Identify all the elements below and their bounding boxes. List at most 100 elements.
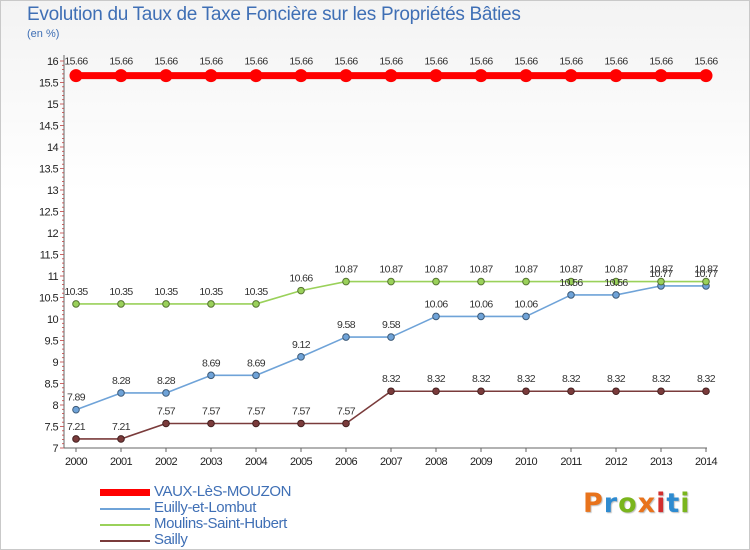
data-label: 10.87 — [604, 264, 628, 276]
data-point — [342, 419, 350, 428]
data-point — [297, 286, 305, 295]
data-label: 8.69 — [202, 357, 221, 369]
data-point — [654, 69, 668, 83]
y-tick-label: 15 — [47, 99, 59, 111]
y-tick-label: 8.5 — [45, 379, 59, 391]
x-tick-label: 2011 — [560, 456, 582, 468]
data-point — [702, 277, 710, 286]
legend-label: VAUX-LèS-MOUZON — [154, 483, 292, 500]
data-point — [252, 371, 260, 380]
legend-swatch — [100, 524, 150, 526]
data-label: 7.57 — [337, 405, 356, 417]
data-label: 10.35 — [109, 286, 133, 298]
data-label: 8.28 — [112, 375, 131, 387]
data-point — [387, 387, 395, 396]
data-point — [117, 300, 125, 308]
data-point — [207, 419, 215, 428]
data-point — [162, 419, 170, 428]
data-label: 15.66 — [604, 56, 628, 68]
data-point — [204, 69, 218, 83]
data-label: 10.35 — [244, 286, 268, 298]
data-label: 10.35 — [154, 286, 178, 298]
data-point — [117, 435, 125, 443]
y-tick-label: 10.5 — [39, 293, 58, 305]
data-point — [432, 312, 440, 321]
data-point — [387, 277, 395, 286]
y-tick-label: 16 — [47, 56, 59, 68]
data-point — [252, 300, 260, 308]
x-tick-label: 2007 — [380, 456, 403, 468]
y-tick-label: 12 — [47, 228, 59, 240]
x-tick-label: 2014 — [695, 456, 718, 468]
data-point — [114, 69, 128, 83]
data-label: 8.32 — [472, 373, 491, 385]
data-label: 7.21 — [112, 421, 131, 433]
data-point — [297, 353, 305, 361]
data-point — [207, 371, 215, 380]
data-label: 10.66 — [289, 273, 313, 285]
data-label: 10.35 — [199, 286, 223, 298]
y-tick-label: 12.5 — [39, 207, 58, 219]
data-point — [342, 333, 350, 341]
line-chart: 7 7.5 8 8.5 9 9.5 10 10.5 11 11.5 12 12.5 13 13.5 14 14… — [39, 55, 719, 468]
data-label: 15.66 — [514, 56, 538, 68]
data-point — [297, 419, 305, 428]
data-label: 8.32 — [562, 373, 581, 385]
legend-label: Moulins-Saint-Hubert — [154, 515, 287, 532]
y-tick-label: 15.5 — [39, 78, 58, 90]
data-point — [519, 69, 533, 83]
data-label: 8.28 — [157, 375, 176, 387]
data-point — [564, 69, 578, 83]
data-label: 10.56 — [559, 277, 583, 289]
x-tick-label: 2000 — [65, 456, 88, 468]
data-label: 15.66 — [244, 56, 268, 68]
y-unit-label: (en %) — [27, 28, 60, 40]
data-point — [474, 69, 488, 83]
data-label: 9.58 — [382, 319, 401, 331]
logo-letter: r — [603, 488, 619, 519]
data-point — [252, 419, 260, 428]
data-point — [612, 387, 620, 396]
data-point — [612, 277, 620, 286]
data-point — [657, 277, 665, 286]
logo-letter: i — [680, 488, 691, 519]
data-point — [294, 69, 308, 83]
x-tick-label: 2010 — [515, 456, 538, 468]
x-tick-label: 2001 — [110, 456, 133, 468]
series-vaux-l-s-mouzon — [69, 69, 713, 83]
data-label: 7.57 — [202, 405, 221, 417]
x-tick-label: 2012 — [605, 456, 628, 468]
data-point — [72, 300, 80, 308]
y-tick-label: 10 — [47, 314, 59, 326]
data-label: 15.66 — [469, 56, 493, 68]
data-label: 15.66 — [694, 56, 718, 68]
data-point — [567, 291, 575, 299]
data-label: 7.21 — [67, 421, 86, 433]
data-point — [339, 69, 353, 83]
logo-letter: x — [637, 488, 657, 519]
data-label: 8.32 — [697, 373, 716, 385]
data-label: 8.32 — [652, 373, 671, 385]
data-point — [117, 389, 125, 397]
y-tick-label: 7 — [52, 443, 58, 455]
data-point — [612, 291, 620, 299]
data-point — [609, 69, 623, 83]
data-point — [699, 69, 713, 83]
data-point — [207, 300, 215, 308]
data-label: 10.77 — [649, 268, 673, 280]
data-point — [567, 387, 575, 396]
data-label: 15.66 — [199, 56, 223, 68]
data-label: 15.66 — [424, 56, 448, 68]
axes: 7 7.5 8 8.5 9 9.5 10 10.5 11 11.5 12 12.5 13 13.5 14 14… — [39, 55, 718, 468]
data-point — [432, 277, 440, 286]
data-point — [69, 69, 83, 83]
data-label: 8.32 — [517, 373, 536, 385]
data-labels: 15.66 15.66 15.66 15.66 15.66 15.66 15.66 15.66… — [64, 56, 719, 433]
series-moulins-saint-hubert — [72, 277, 710, 308]
logo-letter: t — [666, 488, 681, 519]
series-sailly — [72, 387, 710, 443]
x-tick-label: 2008 — [425, 456, 448, 468]
data-point — [477, 387, 485, 396]
data-label: 15.66 — [109, 56, 133, 68]
data-label: 8.32 — [607, 373, 626, 385]
